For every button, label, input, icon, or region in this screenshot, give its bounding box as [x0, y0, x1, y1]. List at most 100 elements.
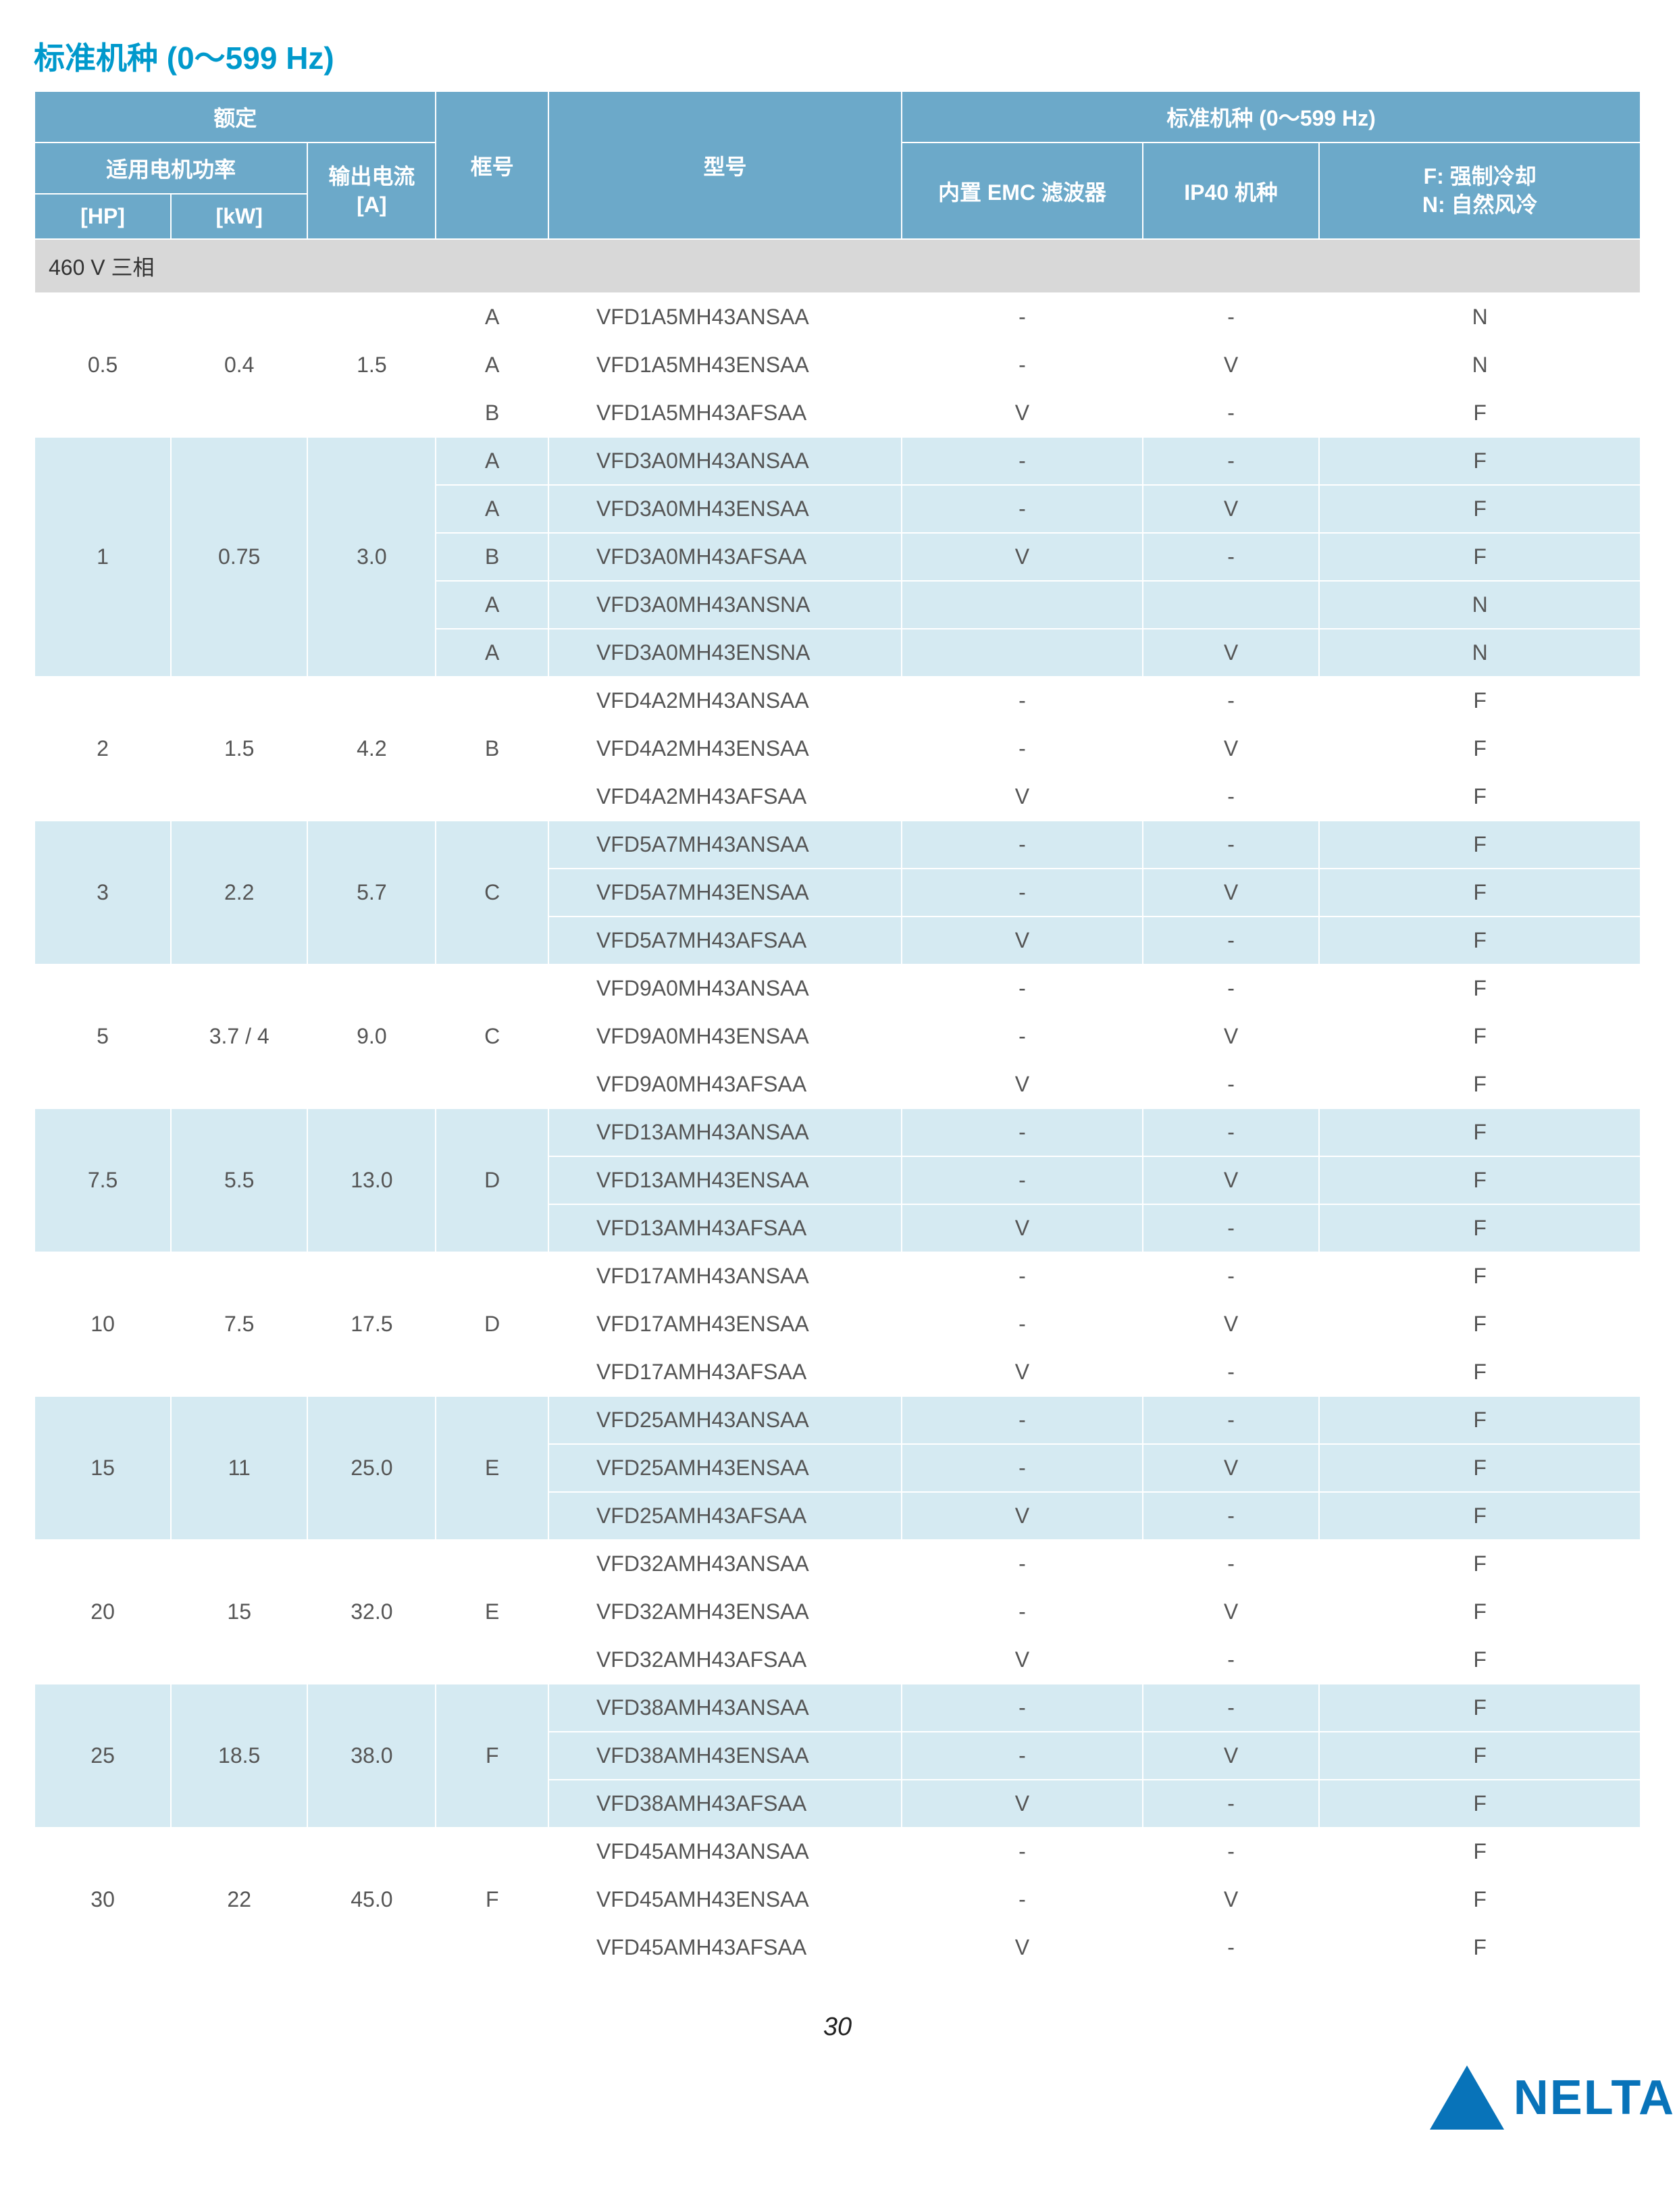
cell-hp: 7.5: [34, 1108, 171, 1252]
cell-model: VFD13AMH43ANSAA: [548, 1108, 902, 1156]
cell-frame: A: [436, 581, 548, 629]
cell-frame: A: [436, 341, 548, 389]
cell-frame: D: [436, 1252, 548, 1396]
cell-ip40: -: [1143, 1396, 1320, 1444]
cell-emc: V: [902, 1924, 1143, 1972]
table-row: 0.50.41.5AVFD1A5MH43ANSAA--N: [34, 293, 1641, 341]
cell-model: VFD9A0MH43ENSAA: [548, 1012, 902, 1060]
cell-emc: V: [902, 389, 1143, 437]
cell-cooling: F: [1319, 1876, 1641, 1924]
cell-model: VFD1A5MH43ANSAA: [548, 293, 902, 341]
cell-cooling: F: [1319, 964, 1641, 1012]
table-row: 2518.538.0FVFD38AMH43ANSAA--F: [34, 1684, 1641, 1732]
th-frame: 框号: [436, 91, 548, 239]
cell-model: VFD45AMH43AFSAA: [548, 1924, 902, 1972]
cell-cooling: F: [1319, 917, 1641, 964]
cell-cooling: F: [1319, 725, 1641, 773]
cell-cooling: F: [1319, 1108, 1641, 1156]
cell-hp: 1: [34, 437, 171, 677]
table-body: 460 V 三相0.50.41.5AVFD1A5MH43ANSAA--NAVFD…: [34, 239, 1641, 1972]
spec-table: 额定 框号 型号 标准机种 (0～599 Hz) 适用电机功率 输出电流 [A]…: [34, 91, 1641, 1972]
th-out-current: 输出电流 [A]: [307, 143, 436, 239]
cell-amp: 9.0: [307, 964, 436, 1108]
cell-ip40: -: [1143, 1060, 1320, 1108]
cell-amp: 1.5: [307, 293, 436, 437]
cell-amp: 17.5: [307, 1252, 436, 1396]
cell-ip40: -: [1143, 293, 1320, 341]
cell-cooling: F: [1319, 1444, 1641, 1492]
cell-frame: E: [436, 1396, 548, 1540]
cell-ip40: -: [1143, 1204, 1320, 1252]
th-out-current-label: 输出电流: [313, 163, 430, 191]
cell-emc: -: [902, 1588, 1143, 1636]
cell-amp: 13.0: [307, 1108, 436, 1252]
cell-amp: 38.0: [307, 1684, 436, 1828]
cell-hp: 30: [34, 1828, 171, 1972]
cell-frame: E: [436, 1540, 548, 1684]
cell-ip40: -: [1143, 1684, 1320, 1732]
cell-amp: 25.0: [307, 1396, 436, 1540]
cell-frame: B: [436, 533, 548, 581]
cell-cooling: F: [1319, 1540, 1641, 1588]
cell-ip40: -: [1143, 1924, 1320, 1972]
cell-emc: -: [902, 293, 1143, 341]
cell-model: VFD38AMH43ENSAA: [548, 1732, 902, 1780]
cell-hp: 20: [34, 1540, 171, 1684]
cell-cooling: F: [1319, 1828, 1641, 1876]
cell-model: VFD5A7MH43ANSAA: [548, 821, 902, 869]
cell-kw: 7.5: [171, 1252, 307, 1396]
cell-emc: V: [902, 1636, 1143, 1684]
cell-kw: 0.75: [171, 437, 307, 677]
cell-emc: -: [902, 1444, 1143, 1492]
cell-kw: 22: [171, 1828, 307, 1972]
cell-ip40: -: [1143, 1636, 1320, 1684]
cell-model: VFD3A0MH43AFSAA: [548, 533, 902, 581]
cell-ip40: -: [1143, 1252, 1320, 1300]
cell-emc: -: [902, 1300, 1143, 1348]
cell-ip40: V: [1143, 1444, 1320, 1492]
cell-kw: 15: [171, 1540, 307, 1684]
th-hp: [HP]: [34, 194, 171, 239]
cell-emc: -: [902, 1828, 1143, 1876]
cell-emc: -: [902, 1684, 1143, 1732]
cell-hp: 25: [34, 1684, 171, 1828]
cell-emc: V: [902, 1348, 1143, 1396]
th-emc: 内置 EMC 滤波器: [902, 143, 1143, 239]
cell-frame: D: [436, 1108, 548, 1252]
cell-cooling: F: [1319, 1012, 1641, 1060]
cell-ip40: V: [1143, 485, 1320, 533]
cell-kw: 2.2: [171, 821, 307, 964]
cell-hp: 3: [34, 821, 171, 964]
cell-hp: 15: [34, 1396, 171, 1540]
cell-kw: 18.5: [171, 1684, 307, 1828]
cell-emc: V: [902, 773, 1143, 821]
cell-amp: 3.0: [307, 437, 436, 677]
cell-ip40: V: [1143, 1732, 1320, 1780]
cell-kw: 11: [171, 1396, 307, 1540]
table-row: 302245.0FVFD45AMH43ANSAA--F: [34, 1828, 1641, 1876]
cell-cooling: F: [1319, 1396, 1641, 1444]
cell-model: VFD3A0MH43ANSNA: [548, 581, 902, 629]
th-rating: 额定: [34, 91, 436, 143]
section-row: 460 V 三相: [34, 239, 1641, 293]
cell-emc: V: [902, 1780, 1143, 1828]
cell-hp: 10: [34, 1252, 171, 1396]
cell-model: VFD32AMH43AFSAA: [548, 1636, 902, 1684]
cell-hp: 0.5: [34, 293, 171, 437]
cell-ip40: -: [1143, 917, 1320, 964]
cell-emc: V: [902, 1060, 1143, 1108]
cell-cooling: F: [1319, 389, 1641, 437]
table-row: 201532.0EVFD32AMH43ANSAA--F: [34, 1540, 1641, 1588]
cell-emc: -: [902, 1012, 1143, 1060]
cell-ip40: -: [1143, 1780, 1320, 1828]
cell-emc: -: [902, 1876, 1143, 1924]
cell-ip40: V: [1143, 869, 1320, 917]
cell-model: VFD3A0MH43ANSAA: [548, 437, 902, 485]
cell-kw: 0.4: [171, 293, 307, 437]
cell-cooling: F: [1319, 1156, 1641, 1204]
cell-model: VFD4A2MH43ANSAA: [548, 677, 902, 725]
cell-model: VFD17AMH43AFSAA: [548, 1348, 902, 1396]
cell-frame: C: [436, 964, 548, 1108]
table-row: 10.753.0AVFD3A0MH43ANSAA--F: [34, 437, 1641, 485]
cell-model: VFD3A0MH43ENSNA: [548, 629, 902, 677]
